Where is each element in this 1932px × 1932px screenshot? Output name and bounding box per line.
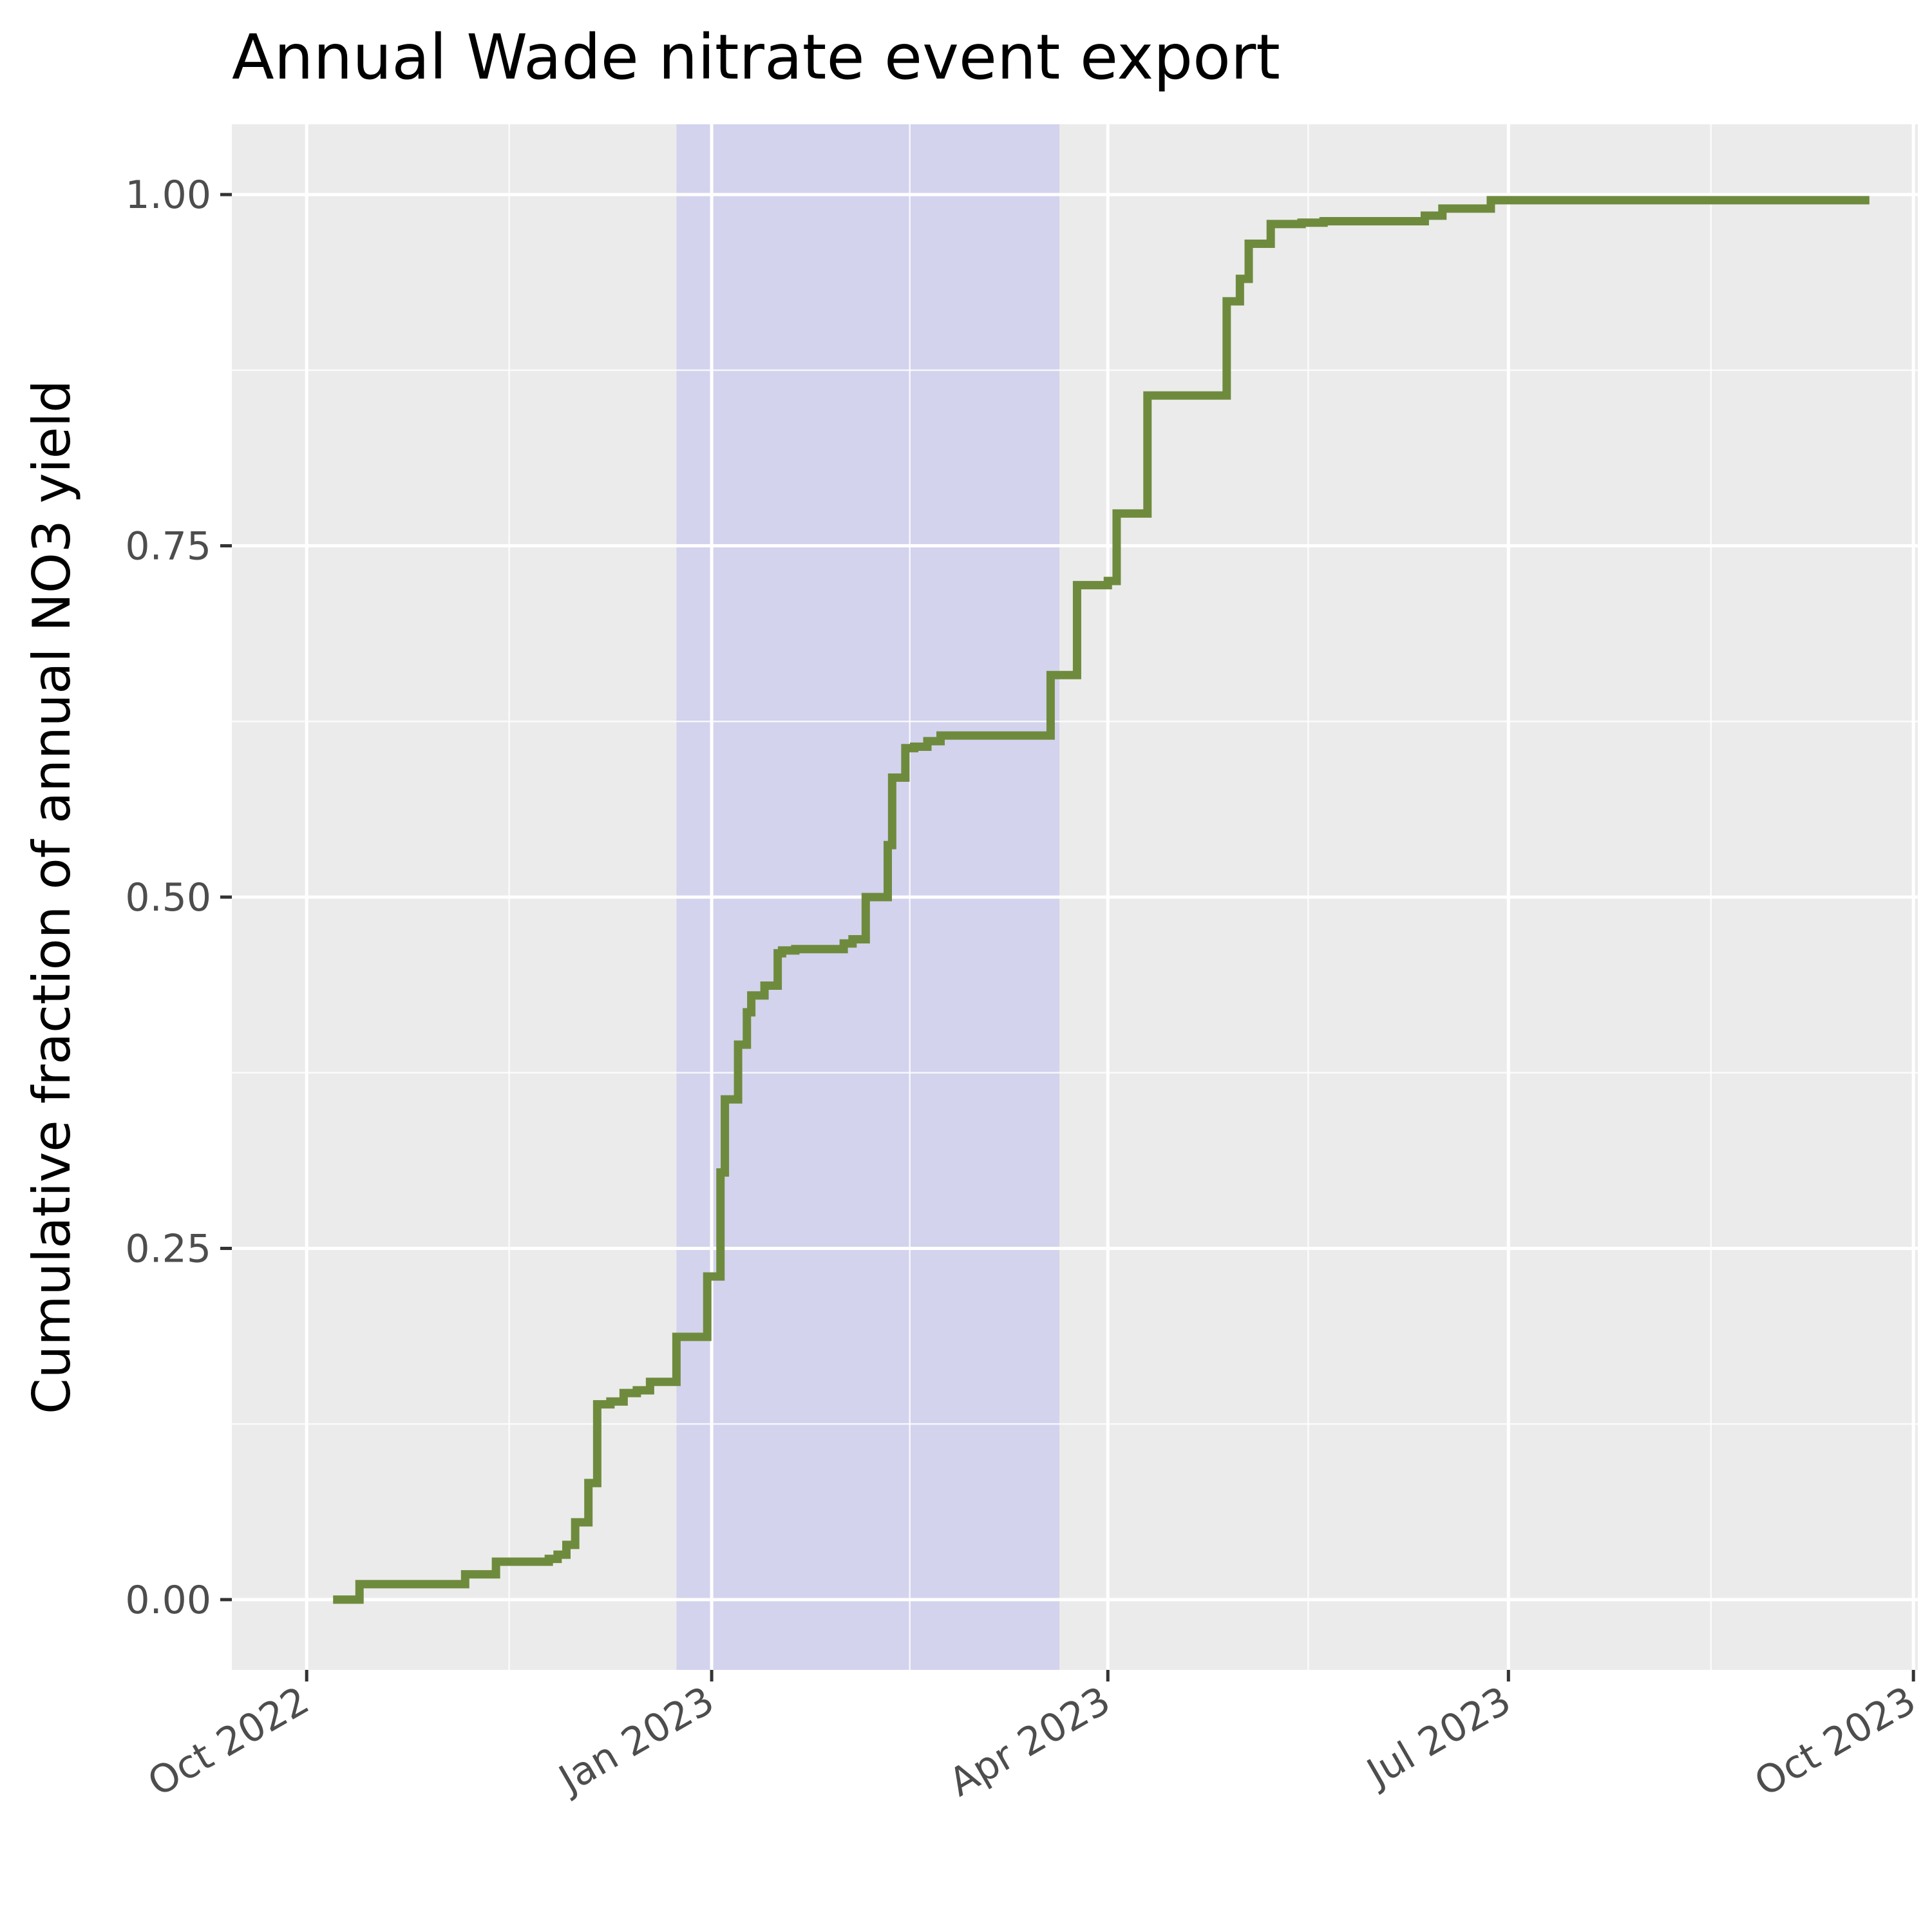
chart-title: Annual Wade nitrate event export	[232, 21, 1280, 93]
x-tick-label: Jul 2023	[1358, 1678, 1519, 1797]
x-tick-label: Jan 2023	[549, 1678, 721, 1803]
y-tick-label: 0.00	[125, 1578, 211, 1623]
y-tick-label: 0.25	[125, 1226, 211, 1271]
x-tick-label: Oct 2023	[1747, 1678, 1924, 1805]
x-tick-label: Apr 2023	[942, 1678, 1118, 1805]
series-line	[333, 196, 1870, 1604]
y-tick-label: 0.75	[125, 524, 211, 569]
y-tick-label: 0.50	[125, 875, 211, 920]
y-tick-label: 1.00	[125, 173, 211, 218]
y-axis-label: Cumulative fraction of annual NO3 yield	[22, 380, 82, 1414]
x-tick-label: Oct 2022	[140, 1678, 317, 1805]
